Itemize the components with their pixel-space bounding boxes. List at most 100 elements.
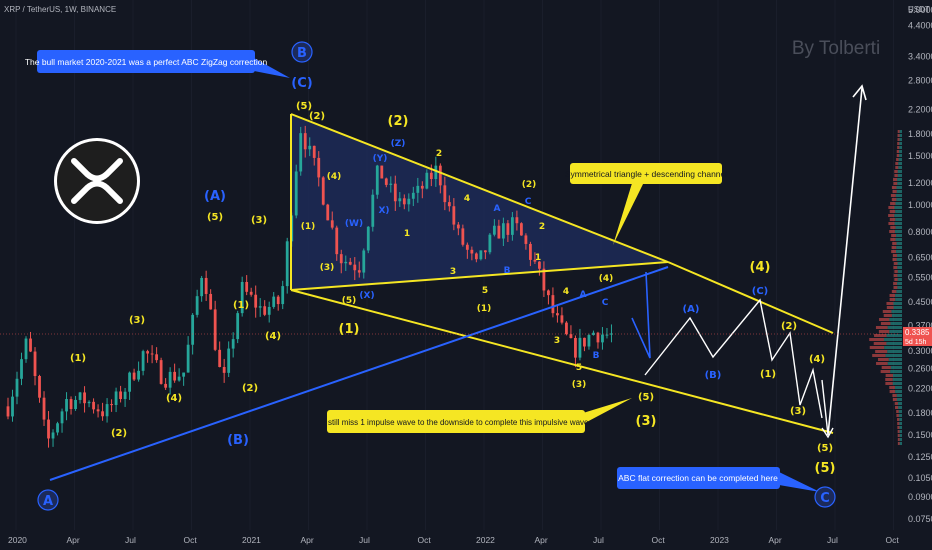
vp-bar-up [897,174,902,177]
vp-bar-down [894,278,898,281]
candle-body [173,371,177,381]
candle-body [15,378,19,397]
svg-text:(4): (4) [599,274,614,284]
vp-bar-down [897,134,900,137]
candle-body [299,133,303,172]
vp-bar-down [893,274,898,277]
last-price-badge: 0.3385 5d 15h [903,327,932,346]
vp-bar-down [897,422,900,425]
svg-text:(1): (1) [301,222,316,232]
channel-bottom [290,289,834,434]
candle-body [547,290,550,296]
svg-text:(2): (2) [242,383,258,394]
candle-body [141,351,145,371]
vp-bar-down [894,270,898,273]
svg-text:C: C [602,298,609,308]
vp-bar-down [889,230,895,233]
vp-bar-up [895,218,902,221]
circle-marker-b: B [291,41,313,63]
callout-flat-pointer [779,472,820,492]
y-tick-label: 2.2000 [908,105,932,115]
vp-bar-up [897,282,902,285]
vp-bar-down [897,138,900,141]
vp-bar-down [885,378,893,381]
candle-body [366,226,370,251]
vp-bar-down [897,146,900,149]
wave-labels-blue: (C) (A) (B) (Y) (Z) (W) X) (X) A B C A B… [204,76,768,448]
candle-body [47,419,50,439]
svg-text:(5): (5) [207,212,223,223]
countdown: 5d 15h [905,339,927,346]
svg-text:(B): (B) [705,370,722,381]
vp-bar-up [899,154,902,157]
vp-bar-down [891,186,897,189]
vp-bar-down [897,434,900,437]
svg-text:(2): (2) [522,180,537,190]
candle-body [186,344,190,373]
candle-body [312,145,316,158]
candle-body [254,294,258,308]
svg-text:(5): (5) [638,392,654,403]
svg-text:(4): (4) [327,172,342,182]
vp-bar-down [893,266,898,269]
vp-bar-down [897,438,900,441]
vp-bar-down [883,314,892,317]
candle-body [556,313,559,316]
vp-bar-down [891,234,897,237]
x-tick-label: Apr [301,535,314,545]
svg-text:2: 2 [436,149,442,159]
candle-body [168,371,172,388]
svg-text:(3): (3) [636,414,657,429]
candle-body [452,206,456,225]
svg-text:(4): (4) [265,331,281,342]
candle-body [96,409,100,412]
vp-bar-up [886,342,902,345]
vp-bar-down [880,370,891,373]
svg-text:(1): (1) [760,369,776,380]
vp-bar-up [896,246,902,249]
svg-text:(3): (3) [251,215,267,226]
candle-body [204,277,208,294]
vp-bar-up [896,242,902,245]
candle-body [155,354,159,361]
vp-bar-up [899,146,902,149]
candle-body [380,165,384,179]
candle-body [191,314,195,345]
vp-bar-down [891,246,897,249]
x-tick-label: Apr [535,535,548,545]
candle-body [74,399,77,410]
vp-bar-down [890,202,896,205]
candle-body [231,339,235,349]
candles [6,125,613,448]
candle-body [515,217,519,224]
candle-body [456,224,460,229]
vp-bar-up [897,170,902,173]
vp-bar-up [886,334,902,337]
vp-bar-down [892,190,897,193]
candle-body [411,192,415,199]
candle-body [529,243,532,260]
vp-bar-up [899,142,902,145]
vp-bar-up [898,158,902,161]
vp-bar-up [894,230,902,233]
svg-text:(4): (4) [750,260,771,275]
callout-bull-text: The bull market 2020-2021 was a perfect … [25,57,268,67]
candle-body [60,411,64,424]
vp-bar-up [889,318,902,321]
svg-text:A: A [43,494,53,509]
vp-bar-down [881,366,891,369]
vp-bar-down [875,326,888,329]
x-tick-label: Apr [769,535,782,545]
candle-body [281,286,285,305]
vp-bar-up [892,382,902,385]
candle-body [479,250,483,260]
vp-bar-up [897,182,902,185]
svg-text:(4): (4) [809,354,825,365]
candle-body [245,281,249,292]
vp-bar-down [896,154,900,157]
